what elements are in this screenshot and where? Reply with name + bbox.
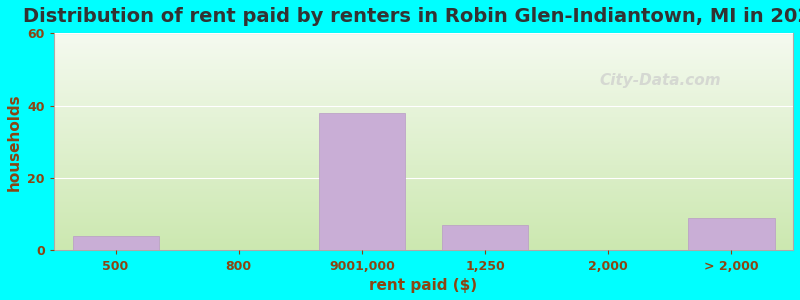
Bar (688, 218, 774, 250)
Bar (442, 225, 528, 250)
Bar (319, 113, 405, 250)
Title: Distribution of rent paid by renters in Robin Glen-Indiantown, MI in 2022: Distribution of rent paid by renters in … (22, 7, 800, 26)
X-axis label: rent paid ($): rent paid ($) (370, 278, 478, 293)
Y-axis label: households: households (7, 93, 22, 190)
Bar (73, 236, 158, 250)
Text: City-Data.com: City-Data.com (599, 74, 721, 88)
